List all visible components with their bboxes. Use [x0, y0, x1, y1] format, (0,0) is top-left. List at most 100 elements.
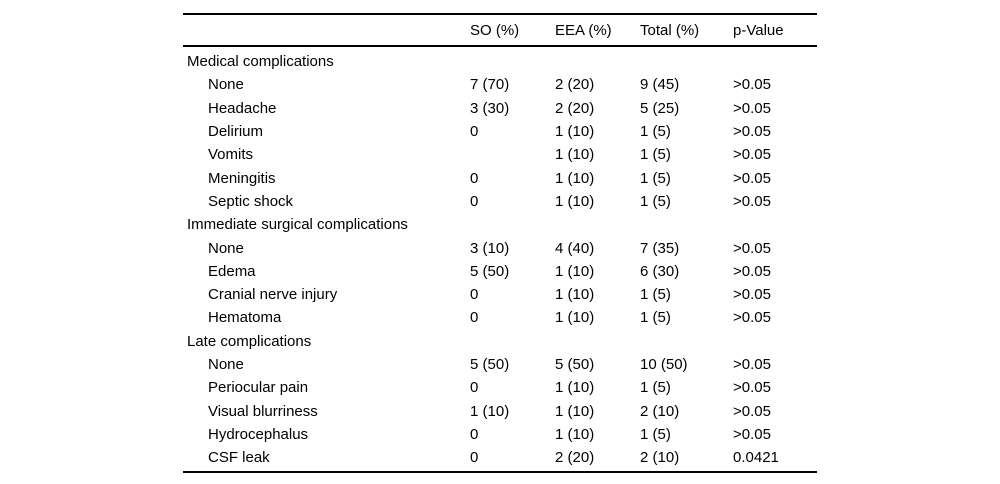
table-row: None 5 (50) 5 (50) 10 (50) >0.05	[183, 353, 817, 376]
data-cell: 3 (10)	[470, 239, 510, 257]
data-cell: 0	[470, 449, 479, 467]
data-cell: 2 (10)	[640, 402, 680, 420]
data-cell: 5 (50)	[470, 356, 510, 373]
table-row: CSF leak 0 2 (20) 2 (10) 0.0421	[183, 446, 817, 469]
table-row: Septic shock 0 1 (10) 1 (5) >0.05	[183, 190, 817, 213]
data-cell: 1 (10)	[555, 309, 595, 327]
data-cell: 0	[470, 379, 479, 397]
row-label: Delirium	[208, 123, 264, 141]
data-cell: 0	[470, 169, 479, 187]
section-row: Medical complications	[183, 50, 817, 73]
row-label: Septic shock	[208, 192, 294, 210]
data-cell: >0.05	[733, 309, 771, 327]
data-cell: 6 (30)	[640, 262, 680, 280]
data-cell: 1 (10)	[555, 379, 595, 397]
data-cell: 2 (20)	[555, 99, 595, 117]
table-row: Hematoma 0 1 (10) 1 (5) >0.05	[183, 306, 817, 329]
data-cell: 1 (10)	[555, 286, 595, 304]
table-row: Vomits 1 (10) 1 (5) >0.05	[183, 143, 817, 166]
row-label: Headache	[208, 99, 277, 117]
column-header: Total (%)	[640, 21, 700, 39]
section-row: Late complications	[183, 330, 817, 353]
data-cell: 1 (10)	[555, 169, 595, 187]
column-header: SO (%)	[470, 21, 520, 39]
data-cell: >0.05	[733, 123, 771, 141]
row-label: Meningitis	[208, 169, 276, 187]
section-row: Immediate surgical complications	[183, 213, 817, 236]
data-cell: >0.05	[733, 262, 771, 280]
row-label: None	[208, 76, 244, 94]
data-cell: 1 (10)	[555, 146, 595, 164]
data-cell: 0	[470, 123, 479, 141]
data-cell: 0	[470, 286, 479, 304]
data-cell: 1 (5)	[640, 286, 671, 304]
row-label: Vomits	[208, 146, 254, 164]
data-cell: 7 (70)	[470, 76, 510, 94]
data-cell: >0.05	[733, 169, 771, 187]
row-label: None	[208, 239, 244, 257]
data-cell: 3 (30)	[470, 99, 510, 117]
data-cell: >0.05	[733, 192, 771, 210]
data-cell: 9 (45)	[640, 76, 680, 94]
table-row: Delirium 0 1 (10) 1 (5) >0.05	[183, 120, 817, 143]
data-cell: >0.05	[733, 425, 771, 443]
data-cell: >0.05	[733, 239, 771, 257]
data-cell: >0.05	[733, 76, 771, 94]
section-title: Immediate surgical complications	[187, 216, 408, 234]
data-cell: 1 (10)	[555, 123, 595, 141]
table-row: Meningitis 0 1 (10) 1 (5) >0.05	[183, 166, 817, 189]
data-cell: 2 (20)	[555, 76, 595, 94]
data-cell: 0	[470, 192, 479, 210]
column-header: p-Value	[733, 21, 784, 39]
data-cell: >0.05	[733, 402, 771, 420]
data-cell: 5 (50)	[470, 262, 510, 280]
table-row: Headache 3 (30) 2 (20) 5 (25) >0.05	[183, 97, 817, 120]
table-top-rule	[183, 13, 817, 15]
row-label: Hematoma	[208, 309, 282, 327]
data-cell: 1 (10)	[555, 425, 595, 443]
data-cell: 0	[470, 425, 479, 443]
data-cell: 1 (10)	[470, 402, 510, 420]
row-label: Hydrocephalus	[208, 425, 309, 443]
data-cell: 2 (10)	[640, 449, 680, 467]
table-row: None 7 (70) 2 (20) 9 (45) >0.05	[183, 73, 817, 96]
data-cell: 7 (35)	[640, 239, 680, 257]
data-cell: 0	[470, 309, 479, 327]
column-header: EEA (%)	[555, 21, 612, 39]
table-row: Hydrocephalus 0 1 (10) 1 (5) >0.05	[183, 423, 817, 446]
data-cell: 4 (40)	[555, 239, 595, 257]
table-row: Cranial nerve injury 0 1 (10) 1 (5) >0.05	[183, 283, 817, 306]
data-cell: 1 (5)	[640, 169, 671, 187]
row-label: Visual blurriness	[208, 402, 318, 420]
data-cell: 1 (5)	[640, 192, 671, 210]
data-cell: >0.05	[733, 146, 771, 164]
table-bottom-rule	[183, 471, 817, 474]
data-cell: 2 (20)	[555, 449, 595, 467]
data-cell: 1 (5)	[640, 309, 671, 327]
row-label: Edema	[208, 262, 256, 280]
row-label: None	[208, 356, 244, 373]
data-cell: 5 (25)	[640, 99, 680, 117]
table-row: Edema 5 (50) 1 (10) 6 (30) >0.05	[183, 260, 817, 283]
data-cell: 1 (10)	[555, 262, 595, 280]
data-cell: >0.05	[733, 356, 771, 373]
row-label: CSF leak	[208, 449, 270, 467]
table-row: Periocular pain 0 1 (10) 1 (5) >0.05	[183, 376, 817, 399]
data-cell: 1 (5)	[640, 425, 671, 443]
data-cell: 10 (50)	[640, 356, 688, 373]
row-label: Periocular pain	[208, 379, 309, 397]
data-cell: 1 (5)	[640, 379, 671, 397]
data-cell: 5 (50)	[555, 356, 595, 373]
data-cell: 1 (5)	[640, 146, 671, 164]
complications-table: SO (%) EEA (%) Total (%) p-Value Medical co…	[183, 13, 817, 474]
table-row: Visual blurriness 1 (10) 1 (10) 2 (10) >0.05	[183, 399, 817, 422]
table-header-row: SO (%) EEA (%) Total (%) p-Value	[183, 15, 817, 45]
data-cell: 0.0421	[733, 449, 779, 467]
data-cell: 1 (10)	[555, 402, 595, 420]
table-header-rule	[183, 45, 817, 47]
section-title: Late complications	[187, 332, 312, 350]
data-cell: >0.05	[733, 99, 771, 117]
data-cell: 1 (5)	[640, 123, 671, 141]
data-cell: >0.05	[733, 286, 771, 304]
section-title: Medical complications	[187, 53, 334, 71]
